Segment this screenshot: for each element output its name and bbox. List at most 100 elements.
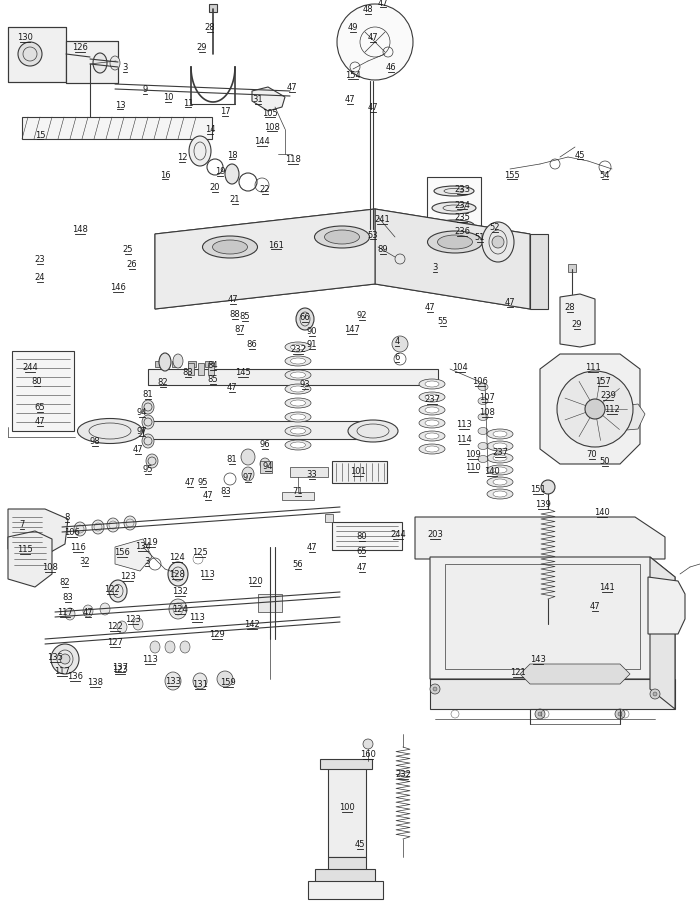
Text: 148: 148: [72, 225, 88, 234]
Text: 81: 81: [227, 455, 237, 464]
Ellipse shape: [124, 517, 136, 530]
Text: 52: 52: [490, 223, 500, 232]
Text: 47: 47: [83, 608, 93, 617]
Text: 3: 3: [144, 557, 150, 566]
Text: 47: 47: [357, 563, 368, 572]
Text: 131: 131: [192, 680, 208, 689]
Ellipse shape: [478, 414, 488, 421]
Text: 32: 32: [80, 557, 90, 566]
Text: 29: 29: [197, 43, 207, 52]
Text: 155: 155: [504, 171, 520, 180]
Ellipse shape: [478, 398, 488, 405]
Text: 15: 15: [35, 130, 46, 139]
Text: 91: 91: [307, 340, 317, 349]
Ellipse shape: [425, 421, 439, 426]
Ellipse shape: [487, 478, 513, 488]
Text: 85: 85: [208, 375, 218, 384]
Text: 83: 83: [62, 593, 74, 601]
Text: 232: 232: [395, 769, 411, 778]
Bar: [530, 235, 548, 310]
Ellipse shape: [285, 413, 311, 423]
Polygon shape: [430, 557, 675, 679]
Text: 108: 108: [479, 408, 495, 417]
Text: 28: 28: [204, 23, 216, 33]
Text: 125: 125: [192, 548, 208, 557]
Text: 130: 130: [17, 33, 33, 42]
Bar: [12, 351, 74, 432]
Circle shape: [18, 43, 42, 67]
Text: 33: 33: [307, 470, 317, 479]
Ellipse shape: [285, 357, 311, 367]
Text: 54: 54: [600, 171, 610, 180]
Ellipse shape: [425, 433, 439, 440]
Text: 47: 47: [228, 295, 238, 304]
Text: 24: 24: [35, 274, 46, 282]
Text: 154: 154: [345, 70, 361, 79]
Text: 237: 237: [492, 448, 508, 457]
Text: 97: 97: [136, 427, 147, 436]
Text: 47: 47: [133, 445, 144, 454]
Text: 19: 19: [215, 167, 225, 176]
Text: 129: 129: [209, 629, 225, 638]
Ellipse shape: [487, 489, 513, 499]
Text: 121: 121: [510, 667, 526, 676]
Ellipse shape: [432, 203, 476, 215]
Ellipse shape: [478, 456, 488, 463]
Polygon shape: [415, 517, 665, 559]
Ellipse shape: [83, 605, 93, 618]
Ellipse shape: [202, 237, 258, 259]
Ellipse shape: [425, 395, 439, 401]
Text: 239: 239: [600, 391, 616, 400]
Text: 110: 110: [465, 463, 481, 472]
Ellipse shape: [290, 429, 305, 434]
Ellipse shape: [419, 444, 445, 454]
Ellipse shape: [133, 619, 143, 630]
Ellipse shape: [493, 443, 507, 450]
Text: 112: 112: [604, 405, 620, 414]
Ellipse shape: [150, 641, 160, 653]
Bar: [172, 361, 180, 368]
Bar: [22, 118, 212, 140]
Bar: [66, 42, 118, 84]
Text: 80: 80: [357, 532, 368, 541]
Text: 118: 118: [285, 155, 301, 164]
Ellipse shape: [435, 237, 473, 247]
Text: 94: 94: [136, 408, 147, 417]
Polygon shape: [8, 531, 52, 587]
Ellipse shape: [225, 165, 239, 185]
Ellipse shape: [290, 401, 305, 406]
Circle shape: [430, 684, 440, 694]
Text: 101: 101: [350, 467, 366, 476]
Text: 49: 49: [348, 23, 358, 33]
Text: 26: 26: [127, 260, 137, 269]
Bar: [260, 461, 272, 473]
Text: 128: 128: [169, 570, 185, 579]
Circle shape: [650, 689, 660, 699]
Bar: [208, 364, 214, 376]
Text: 47: 47: [185, 478, 195, 487]
Circle shape: [541, 480, 555, 495]
Text: 237: 237: [424, 396, 440, 404]
Text: 123: 123: [120, 572, 136, 581]
Bar: [188, 364, 194, 376]
Text: 232: 232: [290, 345, 306, 354]
Bar: [332, 523, 402, 551]
Ellipse shape: [173, 355, 183, 368]
Polygon shape: [648, 577, 685, 634]
Ellipse shape: [487, 442, 513, 452]
Text: 87: 87: [234, 325, 246, 334]
Bar: [328, 857, 366, 875]
Ellipse shape: [487, 453, 513, 463]
Text: 46: 46: [386, 63, 396, 72]
Text: 115: 115: [17, 545, 33, 554]
Text: 134: 134: [135, 542, 151, 551]
Text: 10: 10: [162, 93, 174, 102]
Text: 147: 147: [344, 325, 360, 334]
Ellipse shape: [241, 450, 255, 465]
Bar: [155, 361, 163, 368]
Bar: [320, 759, 372, 769]
Ellipse shape: [165, 672, 181, 690]
Ellipse shape: [285, 426, 311, 436]
Circle shape: [392, 337, 408, 352]
Text: 47: 47: [203, 491, 214, 500]
